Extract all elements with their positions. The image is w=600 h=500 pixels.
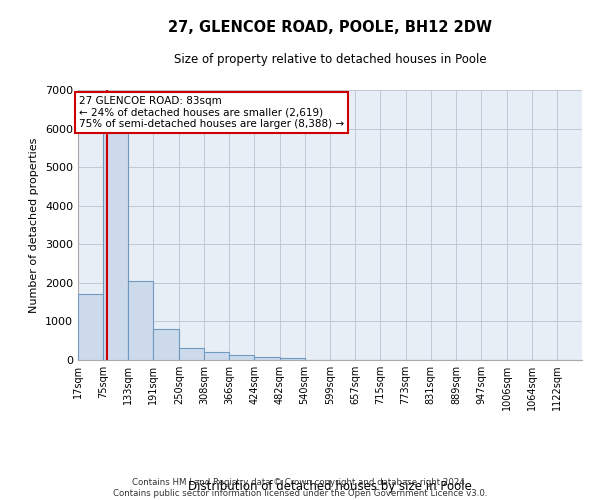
Text: 27, GLENCOE ROAD, POOLE, BH12 2DW: 27, GLENCOE ROAD, POOLE, BH12 2DW xyxy=(168,20,492,35)
X-axis label: Distribution of detached houses by size in Poole: Distribution of detached houses by size … xyxy=(188,480,472,493)
Bar xyxy=(179,348,204,360)
Y-axis label: Number of detached properties: Number of detached properties xyxy=(29,138,40,312)
Bar xyxy=(78,294,103,360)
Text: Size of property relative to detached houses in Poole: Size of property relative to detached ho… xyxy=(173,52,487,66)
Bar xyxy=(128,281,154,360)
Text: Contains HM Land Registry data © Crown copyright and database right 2024.
Contai: Contains HM Land Registry data © Crown c… xyxy=(113,478,487,498)
Bar xyxy=(229,355,254,360)
Text: 27 GLENCOE ROAD: 83sqm
← 24% of detached houses are smaller (2,619)
75% of semi-: 27 GLENCOE ROAD: 83sqm ← 24% of detached… xyxy=(79,96,344,129)
Bar xyxy=(154,329,179,360)
Bar xyxy=(280,358,305,360)
Bar xyxy=(254,356,280,360)
Bar xyxy=(103,126,128,360)
Bar xyxy=(204,352,229,360)
